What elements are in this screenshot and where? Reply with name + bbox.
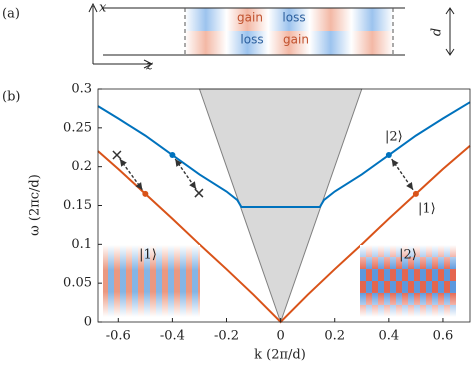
dispersion-curve xyxy=(97,101,471,209)
axis-name: z xyxy=(145,59,153,74)
x-tick-label: 0.6 xyxy=(433,329,454,344)
loss-label: loss xyxy=(240,33,263,47)
panel-label: (a) xyxy=(2,7,20,22)
state-label: |1⟩ xyxy=(418,202,436,217)
axis-name: x xyxy=(99,1,107,16)
cross-point xyxy=(112,150,122,160)
gain-label: gain xyxy=(283,33,309,47)
x-axis-arrow xyxy=(88,2,98,64)
y-axis-label: ω (2πc/d) xyxy=(28,174,43,236)
y-tick-label: 0.05 xyxy=(63,276,92,291)
width-label: d xyxy=(430,28,445,36)
gain-loss-top xyxy=(185,8,393,31)
x-tick-label: -0.6 xyxy=(106,329,131,344)
state-label: |2⟩ xyxy=(399,248,417,263)
y-tick-label: 0.3 xyxy=(71,82,92,97)
y-tick-label: 0.15 xyxy=(63,198,92,213)
plot: -0.6 -0.4 -0.2 0 0.2 0.4 0.6 0 0.05 0.1 0.15 0.2 0.2… xyxy=(63,82,471,344)
state-label: |2⟩ xyxy=(385,130,403,145)
arrow-head xyxy=(391,159,414,190)
state-point xyxy=(142,190,149,197)
x-tick-label: 0.4 xyxy=(378,329,399,344)
state-point xyxy=(412,190,419,197)
loss-label: loss xyxy=(282,11,305,25)
x-axis-label: k (2π/d) xyxy=(254,348,306,363)
x-tick-label: -0.2 xyxy=(214,329,239,344)
gain-loss-bottom xyxy=(185,31,393,55)
state-point xyxy=(385,152,392,159)
y-tick-label: 0 xyxy=(84,315,92,330)
y-tick-label: 0.1 xyxy=(71,237,92,252)
cross-point xyxy=(194,188,204,198)
arrow-head xyxy=(119,159,143,190)
light-cone xyxy=(198,88,363,324)
x-tick-label: 0.2 xyxy=(324,329,345,344)
x-tick-label: 0 xyxy=(276,329,284,344)
mode-fade xyxy=(103,245,200,317)
z-axis-arrow xyxy=(93,59,154,69)
width-arrow xyxy=(445,7,455,56)
arrow-head xyxy=(175,159,197,189)
state-point xyxy=(169,152,176,159)
panel-label: (b) xyxy=(2,90,20,105)
y-tick-label: 0.2 xyxy=(71,159,92,174)
y-tick-label: 0.25 xyxy=(63,120,92,135)
x-tick-label: -0.4 xyxy=(160,329,185,344)
gain-label: gain xyxy=(237,11,263,25)
state-label: |1⟩ xyxy=(139,248,157,263)
mode-fade xyxy=(360,245,456,317)
